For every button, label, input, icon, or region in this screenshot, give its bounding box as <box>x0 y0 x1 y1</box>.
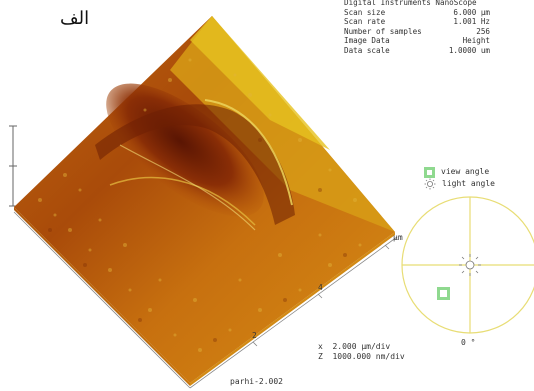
view-angle-marker[interactable] <box>437 287 450 300</box>
legend-light-angle-label: light angle <box>442 179 495 188</box>
square-icon <box>424 166 435 178</box>
surface-side-walls <box>14 207 395 386</box>
view-legend: view angle light angle <box>424 166 495 190</box>
file-name: parhi-2.002 <box>230 377 283 386</box>
axis-unit-label: µm <box>393 233 403 242</box>
height-map-surface <box>14 16 395 383</box>
legend-light-angle[interactable]: light angle <box>424 178 495 190</box>
param-row: Image Data Height <box>344 36 490 46</box>
legend-view-angle-label: view angle <box>441 167 490 176</box>
dial-zero-label: 0 ° <box>461 338 475 347</box>
param-row: Scan rate 1.001 Hz <box>344 17 490 27</box>
sun-icon <box>424 178 436 190</box>
scan-parameters: Digital Instruments NanoScope Scan size 6… <box>344 0 490 56</box>
light-angle-marker[interactable] <box>459 254 481 276</box>
axis-tick-4: 4 <box>318 283 323 292</box>
z-axis <box>9 125 17 207</box>
param-row: Data scale 1.0000 um <box>344 45 490 55</box>
legend-view-angle[interactable]: view angle <box>424 166 495 178</box>
x-scale: x 2.000 µm/div <box>318 342 391 351</box>
figure-label: الف <box>60 8 90 29</box>
param-row: Scan size 6.000 µm <box>344 7 490 17</box>
param-row: Number of samples 256 <box>344 26 490 36</box>
base-axes <box>13 211 398 389</box>
axis-tick-2: 2 <box>252 331 257 340</box>
z-scale: Z 1000.000 nm/div <box>318 352 405 361</box>
param-row: Digital Instruments NanoScope <box>344 0 477 7</box>
scale-info: x 2.000 µm/div Z 1000.000 nm/div <box>318 342 405 362</box>
